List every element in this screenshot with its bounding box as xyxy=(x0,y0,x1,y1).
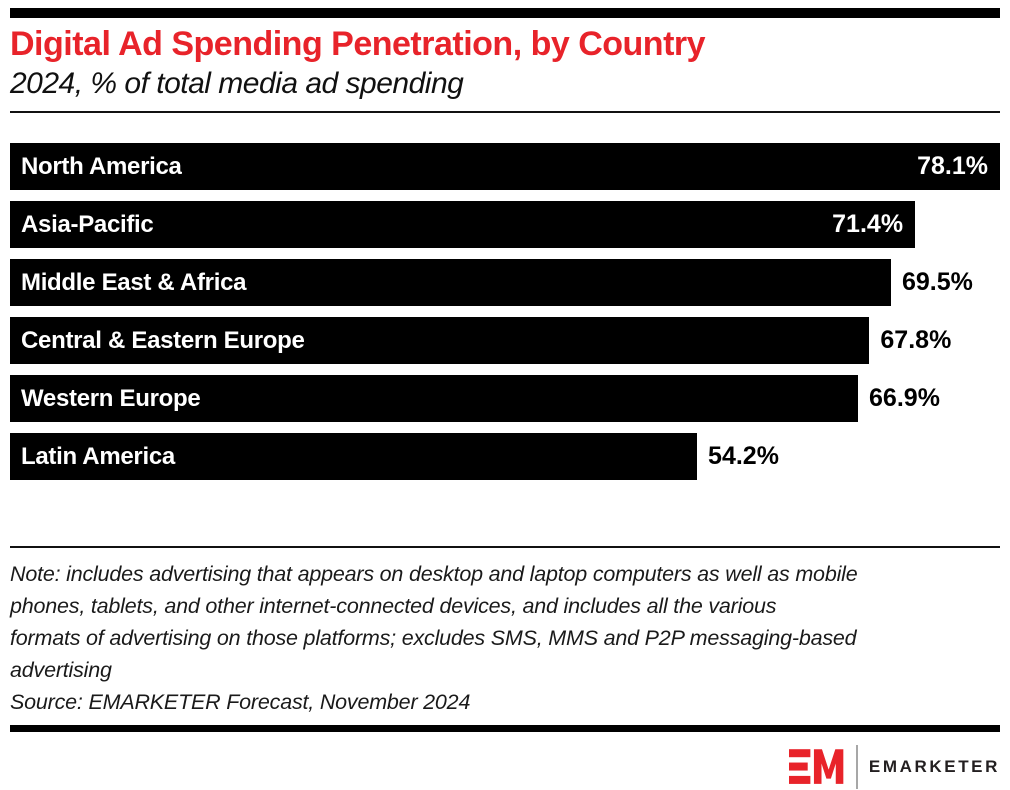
bar-row: Western Europe 66.9% xyxy=(10,375,1000,422)
bar: Western Europe xyxy=(10,375,859,422)
emarketer-wordmark: EMARKETER xyxy=(868,757,1000,776)
bar-category-label: Asia-Pacific xyxy=(21,210,154,238)
bar-value-label: 54.2% xyxy=(708,442,779,470)
bar: Middle East & Africa xyxy=(10,259,891,306)
bar-row: North America 78.1% xyxy=(10,143,1000,190)
bar-value-label: 67.8% xyxy=(880,326,952,354)
bar-category-label: Western Europe xyxy=(21,384,201,412)
bar: Central & Eastern Europe xyxy=(10,317,870,364)
bar-row: Asia-Pacific 71.4% xyxy=(10,201,1000,248)
note-line: phones, tablets, and other internet-conn… xyxy=(10,594,777,618)
bar: Asia-Pacific 71.4% xyxy=(10,201,916,248)
bar-category-label: Latin America xyxy=(21,442,175,470)
bar-value-label: 78.1% xyxy=(917,152,988,180)
bar-row: Middle East & Africa 69.5% xyxy=(10,259,1000,306)
chart-title: Digital Ad Spending Penetration, by Coun… xyxy=(10,25,706,63)
bar: Latin America xyxy=(10,433,698,480)
bar-value-label: 69.5% xyxy=(902,268,973,296)
emarketer-em-icon xyxy=(788,749,844,784)
bar-category-label: Central & Eastern Europe xyxy=(21,326,305,354)
bar-row: Latin America 54.2% xyxy=(10,433,1000,480)
source-line: Source: EMARKETER Forecast, November 202… xyxy=(10,690,471,714)
brand-logo: EMARKETER xyxy=(10,745,1000,789)
bar-value-label: 71.4% xyxy=(832,210,904,238)
bar-category-label: North America xyxy=(21,152,182,180)
chart-page: Digital Ad Spending Penetration, by Coun… xyxy=(0,8,1010,790)
chart-subtitle: 2024, % of total media ad spending xyxy=(10,67,464,100)
logo-divider xyxy=(855,745,858,789)
footer-divider xyxy=(10,546,1000,548)
note-line: formats of advertising on those platform… xyxy=(10,626,857,650)
note-line: advertising xyxy=(10,658,112,682)
bar-chart: North America 78.1% Asia-Pacific 71.4% M… xyxy=(10,143,1000,480)
bar-category-label: Middle East & Africa xyxy=(21,268,247,296)
bar-row: Central & Eastern Europe 67.8% xyxy=(10,317,1000,364)
header-divider xyxy=(10,111,1000,113)
bar-value-label: 66.9% xyxy=(869,384,940,412)
note-line: Note: includes advertising that appears … xyxy=(10,562,858,586)
bottom-rule xyxy=(10,725,1000,732)
chart-note: Note: includes advertising that appears … xyxy=(10,558,1000,686)
top-rule xyxy=(10,8,1000,18)
bar: North America 78.1% xyxy=(10,143,1000,190)
